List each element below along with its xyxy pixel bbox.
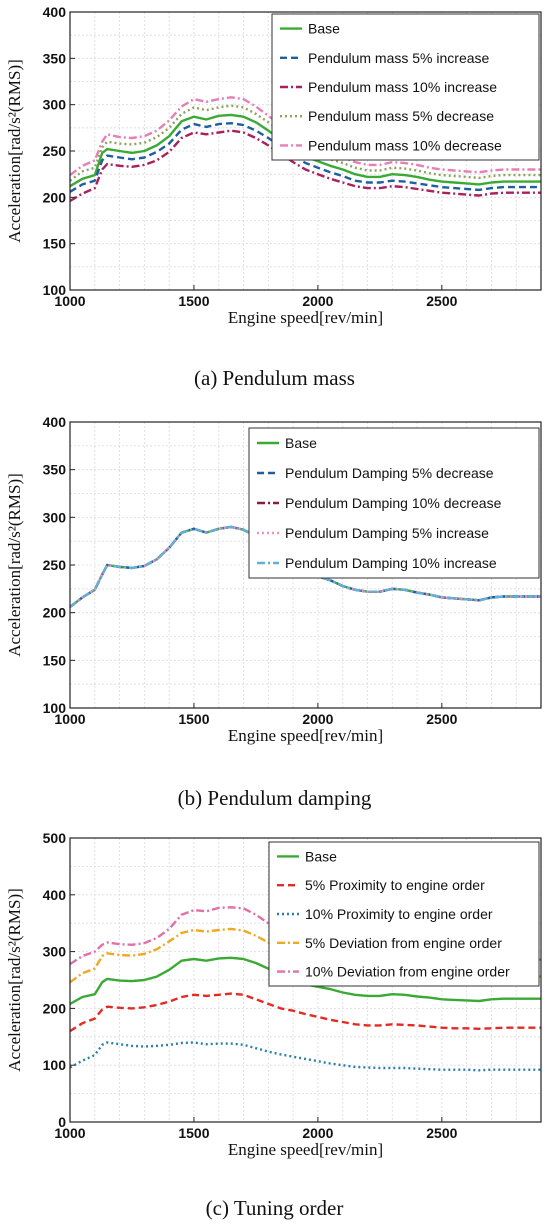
- chart-svg-0: 1000 1500 2000 2500 100 150 200 250 300 350 400 Eng…: [5, 4, 542, 327]
- chart-panel-tuning-order: 1000 1500 2000 2500 0 100 200 300 400 500 Engine s…: [0, 826, 549, 1229]
- y-tick-label: 200: [43, 605, 67, 621]
- legend-label-1: Pendulum mass 5% increase: [308, 50, 490, 66]
- y-tick-label: 0: [58, 1114, 66, 1130]
- x-tick-label: 2500: [426, 1125, 457, 1141]
- y-tick-label: 100: [43, 1057, 67, 1073]
- series-line-2: [69, 1041, 541, 1072]
- legend-label-0: Base: [305, 848, 337, 864]
- chart-caption: (c) Tuning order: [205, 1196, 344, 1220]
- plot-frame: [69, 837, 542, 1123]
- legend-label-4: Pendulum Damping 10% increase: [285, 555, 497, 571]
- chart-caption: (b) Pendulum damping: [177, 786, 372, 810]
- y-tick-label: 300: [43, 97, 67, 113]
- y-axis-title: Acceleration[rad/s²(RMS)]: [5, 888, 24, 1072]
- x-axis-title: Engine speed[rev/min]: [228, 726, 383, 745]
- y-tick-label: 100: [43, 282, 67, 298]
- chart-panel-pendulum-damping: 1000 1500 2000 2500 100 150 200 250 300 350 400 Eng…: [0, 410, 549, 820]
- chart-panel-pendulum-mass: 1000 1500 2000 2500 100 150 200 250 300 350 400 Eng…: [0, 0, 549, 400]
- legend-label-2: 10% Proximity to engine order: [305, 906, 493, 922]
- x-tick-label: 1000: [54, 711, 85, 727]
- y-tick-label: 200: [43, 189, 67, 205]
- x-tick-label: 1500: [178, 293, 209, 309]
- x-tick-label: 2000: [302, 1125, 333, 1141]
- y-axis-title: Acceleration[rad/s²(RMS)]: [5, 473, 24, 657]
- x-tick-label: 2000: [302, 711, 333, 727]
- x-tick-label: 1000: [54, 1125, 85, 1141]
- series-line-2: [69, 129, 541, 203]
- legend-label-3: Pendulum mass 5% decrease: [308, 108, 494, 124]
- y-tick-label: 300: [43, 944, 67, 960]
- chart-svg-1: 1000 1500 2000 2500 100 150 200 250 300 350 400 Eng…: [5, 414, 542, 745]
- legend-label-1: 5% Proximity to engine order: [305, 877, 485, 893]
- legend-label-4: 10% Deviation from engine order: [305, 964, 510, 980]
- y-tick-label: 150: [43, 652, 67, 668]
- y-tick-label: 200: [43, 1000, 67, 1016]
- legend: Base Pendulum mass 5% increase Pendulum ma…: [271, 13, 540, 161]
- y-tick-label: 150: [43, 236, 67, 252]
- y-tick-label: 250: [43, 557, 67, 573]
- legend-label-3: Pendulum Damping 5% increase: [285, 525, 489, 541]
- series-line-1: [69, 992, 541, 1033]
- x-axis-title: Engine speed[rev/min]: [228, 308, 383, 327]
- y-axis-title: Acceleration[rad/s²(RMS)]: [5, 59, 24, 243]
- legend-label-0: Base: [285, 435, 317, 451]
- legend-box: [268, 841, 540, 987]
- y-tick-label: 350: [43, 50, 67, 66]
- x-tick-label: 1500: [178, 711, 209, 727]
- y-tick-label: 500: [43, 830, 67, 846]
- legend-box: [271, 13, 540, 161]
- legend-label-1: Pendulum Damping 5% decrease: [285, 465, 494, 481]
- legend-label-0: Base: [308, 21, 340, 37]
- y-tick-label: 100: [43, 700, 67, 716]
- y-tick-label: 400: [43, 414, 67, 430]
- x-tick-label: 2500: [426, 293, 457, 309]
- legend: Base Pendulum Damping 5% decrease Pendulum…: [248, 427, 540, 579]
- chart-svg-2: 1000 1500 2000 2500 0 100 200 300 400 500 Engine s…: [5, 830, 542, 1159]
- legend-label-2: Pendulum mass 10% increase: [308, 79, 497, 95]
- legend: Base 5% Proximity to engine order 10% Prox…: [268, 841, 540, 987]
- chart-caption: (a) Pendulum mass: [194, 366, 355, 390]
- x-tick-label: 1000: [54, 293, 85, 309]
- legend-label-3: 5% Deviation from engine order: [305, 935, 502, 951]
- legend-box: [248, 427, 540, 579]
- series-line-3: [69, 104, 541, 182]
- x-axis-title: Engine speed[rev/min]: [228, 1140, 383, 1159]
- x-tick-label: 2500: [426, 711, 457, 727]
- legend-label-4: Pendulum mass 10% decrease: [308, 137, 502, 153]
- x-tick-label: 1500: [178, 1125, 209, 1141]
- y-tick-label: 400: [43, 887, 67, 903]
- y-tick-label: 300: [43, 509, 67, 525]
- legend-label-2: Pendulum Damping 10% decrease: [285, 495, 502, 511]
- y-tick-label: 250: [43, 143, 67, 159]
- y-tick-label: 400: [43, 4, 67, 20]
- y-tick-label: 350: [43, 462, 67, 478]
- x-tick-label: 2000: [302, 293, 333, 309]
